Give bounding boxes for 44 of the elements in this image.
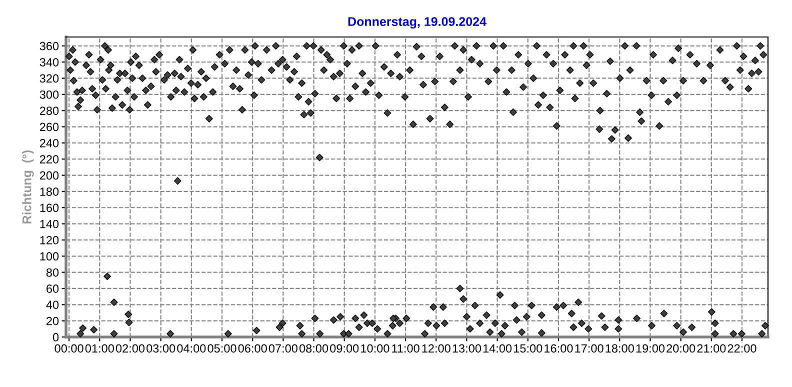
y-tick-label: 40 [46, 300, 59, 310]
y-tick-label: 120 [40, 236, 59, 244]
x-tick-label: 12:00 [422, 344, 450, 353]
x-tick-label: 04:00 [177, 344, 206, 353]
y-axis-title: Richtung (°) [22, 150, 34, 224]
x-tick-label: 06:00 [238, 344, 267, 353]
y-tick-label: 320 [40, 74, 59, 83]
x-tick-label: 15:00 [514, 344, 542, 353]
y-tick-label: 60 [46, 284, 59, 293]
y-tick-label: 0 [52, 333, 59, 342]
x-tick-label: 13:00 [452, 344, 482, 353]
y-tick-label: 220 [40, 155, 59, 164]
y-tick-label: 20 [46, 316, 59, 326]
x-tick-label: 09:00 [330, 344, 359, 353]
y-tick-label: 160 [40, 204, 59, 212]
y-tick-label: 100 [40, 252, 59, 261]
y-tick-label: 180 [40, 187, 59, 196]
x-tick-label: 11:00 [392, 344, 420, 353]
x-tick-label: 00:00 [54, 344, 84, 353]
x-tick-label: 16:00 [544, 344, 573, 353]
y-tick-label: 260 [40, 122, 59, 132]
y-tick-label: 200 [40, 171, 59, 180]
x-tick-label: 02:00 [116, 344, 145, 353]
y-tick-label: 340 [40, 58, 59, 66]
x-tick-label: 01:00 [85, 344, 114, 353]
y-tick-label: 360 [40, 42, 59, 50]
x-tick-label: 07:00 [268, 344, 298, 353]
x-tick-label: 03:00 [146, 344, 176, 353]
y-tick-label: 280 [40, 106, 59, 115]
x-tick-label: 08:00 [299, 344, 328, 353]
chart-title: Donnerstag, 19.09.2024 [348, 17, 486, 29]
x-tick-label: 05:00 [208, 344, 236, 353]
x-tick-label: 21:00 [697, 344, 726, 353]
y-tick-label: 140 [40, 220, 59, 228]
y-tick-label: 240 [40, 138, 59, 148]
x-tick-label: 18:00 [606, 344, 634, 353]
x-tick-label: 17:00 [575, 344, 604, 353]
x-tick-label: 14:00 [483, 344, 512, 353]
y-tick-label: 300 [40, 90, 59, 99]
x-tick-label: 19:00 [636, 344, 665, 353]
y-tick-label: 80 [46, 268, 59, 277]
x-tick-label: 10:00 [361, 344, 390, 353]
x-tick-label: 22:00 [728, 344, 756, 353]
x-tick-label: 20:00 [666, 344, 696, 353]
